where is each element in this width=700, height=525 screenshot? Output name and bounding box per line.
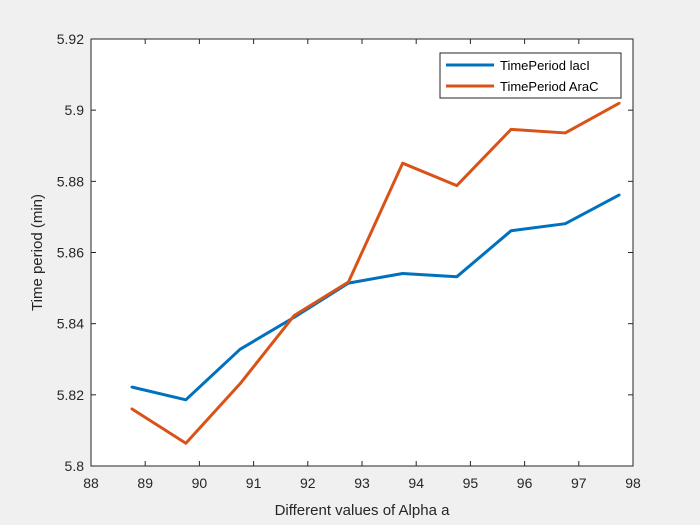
series-layer <box>130 101 621 445</box>
series-line-arac <box>130 101 621 445</box>
x-tick-label: 92 <box>300 475 316 491</box>
x-tick-label: 88 <box>83 475 99 491</box>
data-point <box>347 280 350 284</box>
legend: TimePeriod lacI TimePeriod AraC <box>439 52 622 99</box>
data-point <box>238 348 242 351</box>
y-tick-label: 5.88 <box>57 173 84 189</box>
legend-label: TimePeriod lacI <box>500 58 590 73</box>
data-point <box>564 131 567 135</box>
y-tick-label: 5.84 <box>57 316 84 332</box>
x-tick-label: 94 <box>408 475 424 491</box>
y-tick-label: 5.92 <box>57 31 84 47</box>
data-point <box>293 314 296 317</box>
x-axis: 88 89 90 91 92 93 94 95 96 97 98 <box>83 39 641 491</box>
x-tick-label: 96 <box>517 475 533 491</box>
series-line-laci <box>131 193 621 402</box>
x-tick-label: 91 <box>246 475 262 491</box>
data-point <box>618 101 621 105</box>
data-point <box>455 275 459 278</box>
data-point <box>238 382 242 386</box>
y-tick-label: 5.86 <box>57 245 84 261</box>
data-point <box>564 222 567 225</box>
data-point <box>184 398 188 402</box>
y-tick-label: 5.9 <box>65 102 85 118</box>
legend-box <box>439 52 622 99</box>
data-point <box>509 229 513 232</box>
data-point <box>130 407 133 410</box>
x-tick-label: 89 <box>137 475 153 491</box>
data-point <box>509 128 513 131</box>
y-axis: 5.8 5.82 5.84 5.86 5.88 5.9 5.92 <box>57 31 633 474</box>
y-tick-label: 5.8 <box>65 458 85 474</box>
x-tick-label: 98 <box>625 475 641 491</box>
x-tick-label: 93 <box>354 475 370 491</box>
data-point <box>618 193 621 197</box>
legend-label: TimePeriod AraC <box>500 79 599 94</box>
data-point <box>455 184 459 187</box>
y-axis-title: Time period (min) <box>29 194 46 311</box>
data-point <box>401 272 404 275</box>
y-tick-label: 5.82 <box>57 387 84 403</box>
x-tick-label: 90 <box>192 475 208 491</box>
data-point <box>401 161 404 165</box>
data-point <box>184 442 188 445</box>
x-axis-title: Different values of Alpha a <box>275 502 450 519</box>
data-point <box>130 385 133 389</box>
x-tick-label: 97 <box>571 475 587 491</box>
x-tick-label: 95 <box>463 475 479 491</box>
